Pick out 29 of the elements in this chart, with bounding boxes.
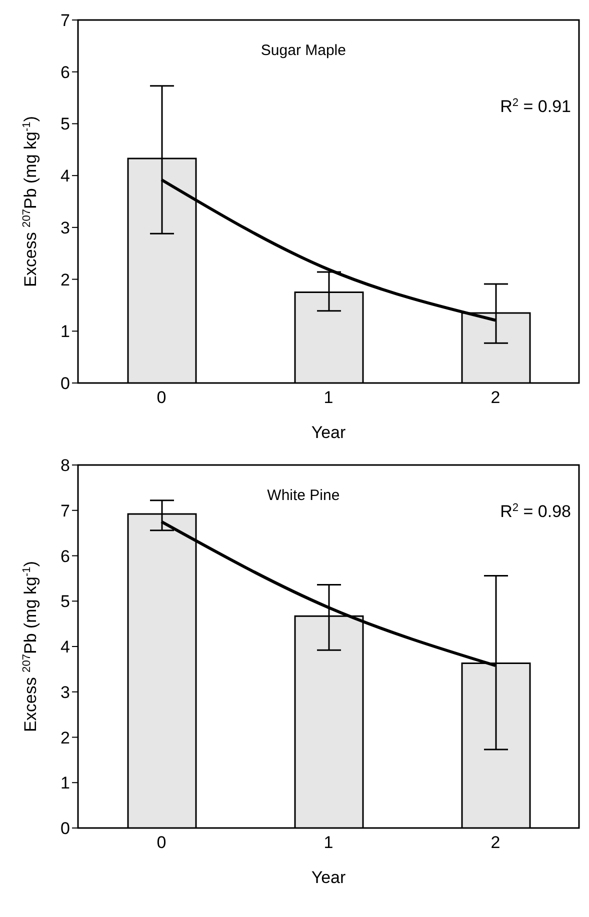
- y-tick-label: 8: [60, 456, 70, 476]
- annotation: R$^{2}$ = 0.98: [500, 502, 571, 521]
- x-axis-title: Year: [311, 423, 346, 442]
- y-tick-label: 4: [60, 166, 70, 186]
- x-tick-label: 2: [490, 833, 500, 852]
- x-tick-label: 0: [156, 388, 166, 408]
- x-axis-title: Year: [311, 868, 346, 887]
- annotation: R$^{2}$ = 0.91: [500, 97, 571, 116]
- y-tick-label: 3: [60, 218, 70, 238]
- y-tick-label: 2: [60, 728, 70, 748]
- y-tick-label: 1: [60, 322, 70, 342]
- y-tick-label: 1: [60, 774, 70, 793]
- y-tick-label: 4: [60, 638, 70, 657]
- x-tick-label: 1: [324, 388, 334, 408]
- y-tick-label: 0: [60, 374, 70, 394]
- y-tick-label: 2: [60, 270, 70, 290]
- text: Sugar Maple: [260, 42, 346, 59]
- x-tick-label: 0: [156, 833, 166, 852]
- x-tick-label: 2: [490, 388, 500, 408]
- y-tick-label: 6: [60, 546, 70, 566]
- x-tick-label: 1: [324, 833, 334, 852]
- text: White Pine: [267, 487, 340, 504]
- y-tick-label: 5: [60, 114, 70, 134]
- y-tick-label: 3: [60, 682, 70, 702]
- y-tick-label: 0: [60, 819, 70, 838]
- y-tick-label: 7: [60, 11, 70, 30]
- y-tick-label: 5: [60, 592, 70, 612]
- y-tick-label: 6: [60, 62, 70, 82]
- y-tick-label: 7: [60, 501, 70, 520]
